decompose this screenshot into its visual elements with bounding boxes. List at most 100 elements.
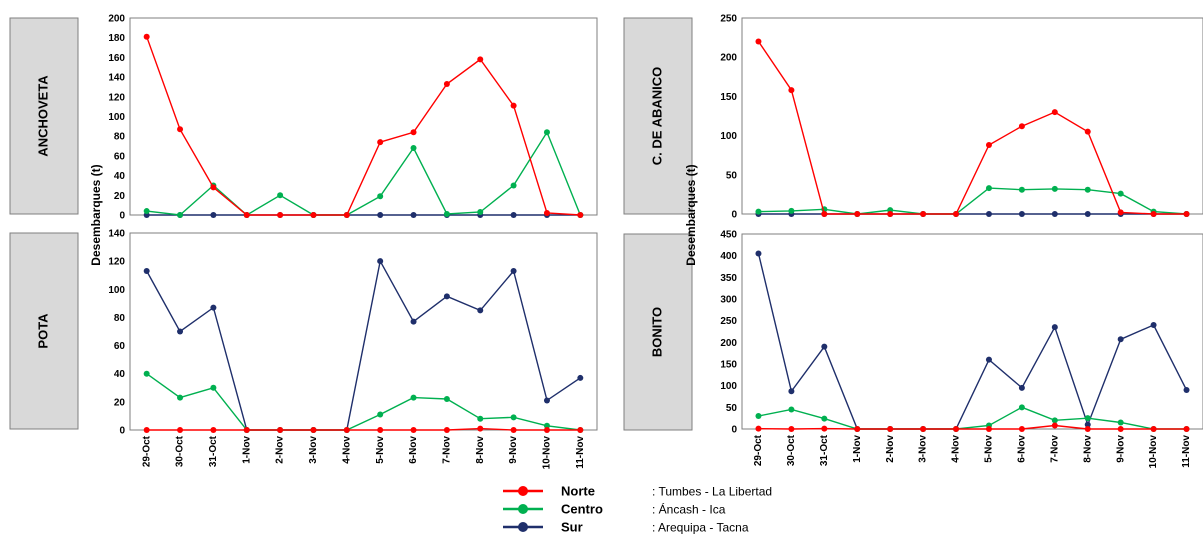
data-point-norte (985, 142, 992, 149)
data-point-norte (1084, 128, 1091, 135)
x-tick-label: 1-Nov (241, 436, 252, 464)
data-point-centro (1084, 415, 1091, 422)
y-tick-label: 200 (108, 14, 125, 25)
x-tick-label: 10-Nov (542, 436, 553, 470)
data-point-sur (1018, 211, 1025, 217)
y-tick-label: 350 (720, 273, 737, 284)
data-point-sur (510, 267, 517, 274)
x-tick-label: 5-Nov (375, 436, 386, 464)
x-tick-label: 9-Nov (1115, 435, 1126, 463)
data-point-norte (1051, 109, 1058, 116)
y-tick-label: 150 (720, 92, 737, 103)
data-point-sur (410, 318, 417, 325)
panel-label-box (623, 233, 693, 431)
y-tick-label: 100 (108, 285, 125, 296)
data-point-sur (1084, 211, 1091, 217)
y-tick-label: 0 (119, 211, 125, 222)
y-tick-label: 60 (114, 151, 126, 162)
legend-marker-norte (518, 486, 528, 496)
x-tick-label: 29-Oct (753, 434, 764, 466)
y-tick-label: 450 (720, 230, 737, 241)
data-point-centro (985, 185, 992, 192)
data-point-sur (1117, 336, 1124, 343)
y-tick-label: 50 (726, 170, 738, 181)
data-point-norte (210, 184, 217, 191)
data-point-norte (310, 427, 317, 433)
legend-name-sur: Sur (561, 520, 583, 535)
x-tick-label: 29-Oct (141, 435, 152, 467)
data-point-centro (788, 207, 795, 214)
x-tick-label: 8-Nov (1082, 435, 1093, 463)
data-point-norte (854, 211, 861, 217)
y-tick-label: 140 (108, 229, 125, 240)
x-tick-label: 10-Nov (1148, 435, 1159, 469)
series-line-sur (757, 253, 1188, 430)
data-point-centro (821, 415, 828, 422)
y-tick-label: 160 (108, 53, 125, 64)
panel-title: BONITO (649, 307, 664, 357)
data-point-centro (510, 182, 517, 189)
data-point-norte (177, 427, 184, 433)
data-point-norte (788, 87, 795, 94)
data-point-norte (577, 212, 584, 218)
data-point-norte (477, 425, 484, 432)
y-tick-label: 250 (720, 14, 737, 25)
data-point-centro (1051, 417, 1058, 424)
plot-frame (129, 17, 598, 216)
data-point-sur (477, 307, 484, 314)
x-tick-label: 1-Nov (852, 435, 863, 463)
plot-frame (129, 232, 598, 431)
panel-title: C. DE ABANICO (649, 67, 664, 165)
data-point-sur (755, 250, 762, 257)
series-line-centro (146, 373, 581, 431)
c-de-abanico-panel: C. DE ABANICO 0 50 100 150 200 250 (623, 14, 1203, 221)
data-point-norte (143, 33, 150, 40)
y-tick-label: 20 (114, 397, 126, 408)
data-point-centro (477, 209, 484, 216)
y-tick-label: 250 (720, 316, 737, 327)
data-point-norte (1084, 426, 1091, 432)
data-point-norte (177, 126, 184, 133)
data-point-sur (1183, 387, 1190, 393)
data-point-sur (143, 267, 150, 274)
data-point-sur (577, 374, 584, 381)
series-line-norte (757, 41, 1187, 215)
series-line-sur (146, 259, 581, 431)
data-point-centro (143, 370, 150, 377)
y-tick-label: 40 (114, 369, 126, 380)
data-point-sur (1051, 324, 1058, 331)
data-point-centro (410, 394, 417, 401)
data-point-norte (243, 427, 250, 433)
data-point-norte (510, 427, 517, 433)
y-tick-label: 300 (720, 295, 737, 306)
x-tick-label: 6-Nov (408, 436, 419, 464)
y-tick-label: 180 (108, 33, 125, 44)
y-tick-label: 80 (114, 313, 126, 324)
data-point-sur (210, 212, 217, 218)
y-tick-label: 0 (731, 210, 737, 221)
data-point-sur (1018, 384, 1025, 391)
data-point-centro (1018, 186, 1025, 193)
data-point-centro (477, 415, 484, 422)
data-point-norte (887, 426, 894, 432)
y-axis-title: Desembarques (t) (89, 164, 103, 265)
data-point-norte (1150, 426, 1157, 432)
data-point-norte (343, 427, 350, 433)
data-point-norte (543, 427, 550, 433)
data-point-centro (377, 193, 384, 200)
data-point-sur (985, 356, 992, 363)
data-point-norte (821, 211, 828, 217)
y-tick-label: 80 (114, 132, 126, 143)
data-point-centro (177, 394, 184, 401)
y-tick-label: 400 (720, 251, 737, 262)
data-point-sur (1051, 211, 1058, 217)
data-point-sur (1150, 322, 1157, 328)
data-point-sur (443, 293, 450, 300)
data-point-norte (755, 425, 762, 432)
data-point-norte (1018, 426, 1025, 432)
y-tick-label: 0 (731, 425, 737, 436)
x-tick-label: 31-Oct (208, 435, 219, 467)
data-point-sur (821, 343, 828, 350)
y-tick-label: 200 (720, 338, 737, 349)
series-line-centro (758, 187, 1187, 215)
